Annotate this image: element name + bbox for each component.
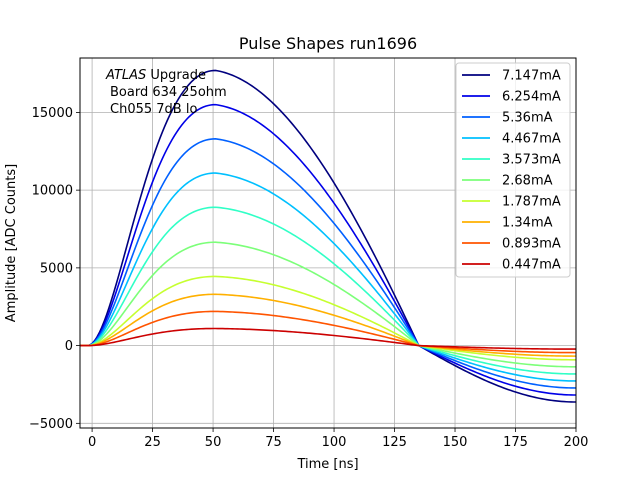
legend-label: 3.573mA [502, 153, 561, 168]
annotation-atlas: ATLAS [105, 68, 146, 83]
x-tick-label: 50 [205, 435, 222, 450]
series-line-7.147mA [80, 69, 576, 403]
x-tick-label: 75 [265, 435, 282, 450]
legend-label: 6.254mA [502, 90, 561, 105]
chart-title: Pulse Shapes run1696 [239, 34, 417, 53]
legend-label: 0.893mA [502, 237, 561, 252]
axes-frame [79, 57, 577, 429]
series-line-5.36mA [80, 138, 576, 389]
x-tick-label: 125 [382, 435, 407, 450]
legend-label: 7.147mA [502, 69, 561, 84]
annotation-board: Board 634 25ohm [110, 85, 227, 100]
series-line-0.893mA [80, 310, 576, 354]
series-line-4.467mA [80, 172, 576, 382]
y-tick-label: 5000 [40, 261, 73, 276]
x-tick-label: 150 [443, 435, 468, 450]
annotation-channel: Ch055 7dB lo [110, 102, 197, 117]
x-axis-ticks: 0 25 50 75 100 125 150 175 200 [88, 428, 588, 450]
x-tick-label: 175 [503, 435, 528, 450]
y-tick-label: 10000 [32, 184, 73, 199]
atlas-annotation: ATLAS Upgrade Board 634 25ohm Ch055 7dB … [105, 68, 227, 117]
x-tick-label: 100 [322, 435, 347, 450]
legend: 7.147mA 6.254mA 5.36mA 4.467mA 3.573mA 2.68mA… [455, 62, 571, 278]
y-tick-label: −5000 [29, 417, 73, 432]
series-line-1.787mA [80, 275, 576, 361]
series-line-3.573mA [80, 206, 576, 375]
x-axis-label: Time [ns] [296, 457, 358, 472]
y-axis-ticks: −5000 0 5000 10000 15000 [29, 106, 80, 432]
legend-label: 1.34mA [502, 216, 553, 231]
x-tick-label: 25 [144, 435, 161, 450]
series-line-2.68mA [80, 241, 576, 368]
legend-label: 1.787mA [502, 195, 561, 210]
series-lines [80, 69, 576, 403]
legend-label: 4.467mA [502, 132, 561, 147]
x-tick-label: 0 [88, 435, 96, 450]
series-line-1.34mA [80, 293, 576, 357]
legend-label: 0.447mA [502, 258, 561, 273]
series-line-6.254mA [80, 103, 576, 396]
y-axis-label: Amplitude [ADC Counts] [4, 164, 19, 322]
legend-label: 5.36mA [502, 111, 553, 126]
y-tick-label: 15000 [32, 106, 73, 121]
y-tick-label: 0 [65, 339, 73, 354]
legend-label: 2.68mA [502, 174, 553, 189]
series-line-0.447mA [80, 327, 576, 350]
svg-text:ATLAS Upgrade: ATLAS Upgrade [105, 68, 206, 83]
x-tick-label: 200 [564, 435, 589, 450]
annotation-upgrade: Upgrade [146, 68, 206, 83]
